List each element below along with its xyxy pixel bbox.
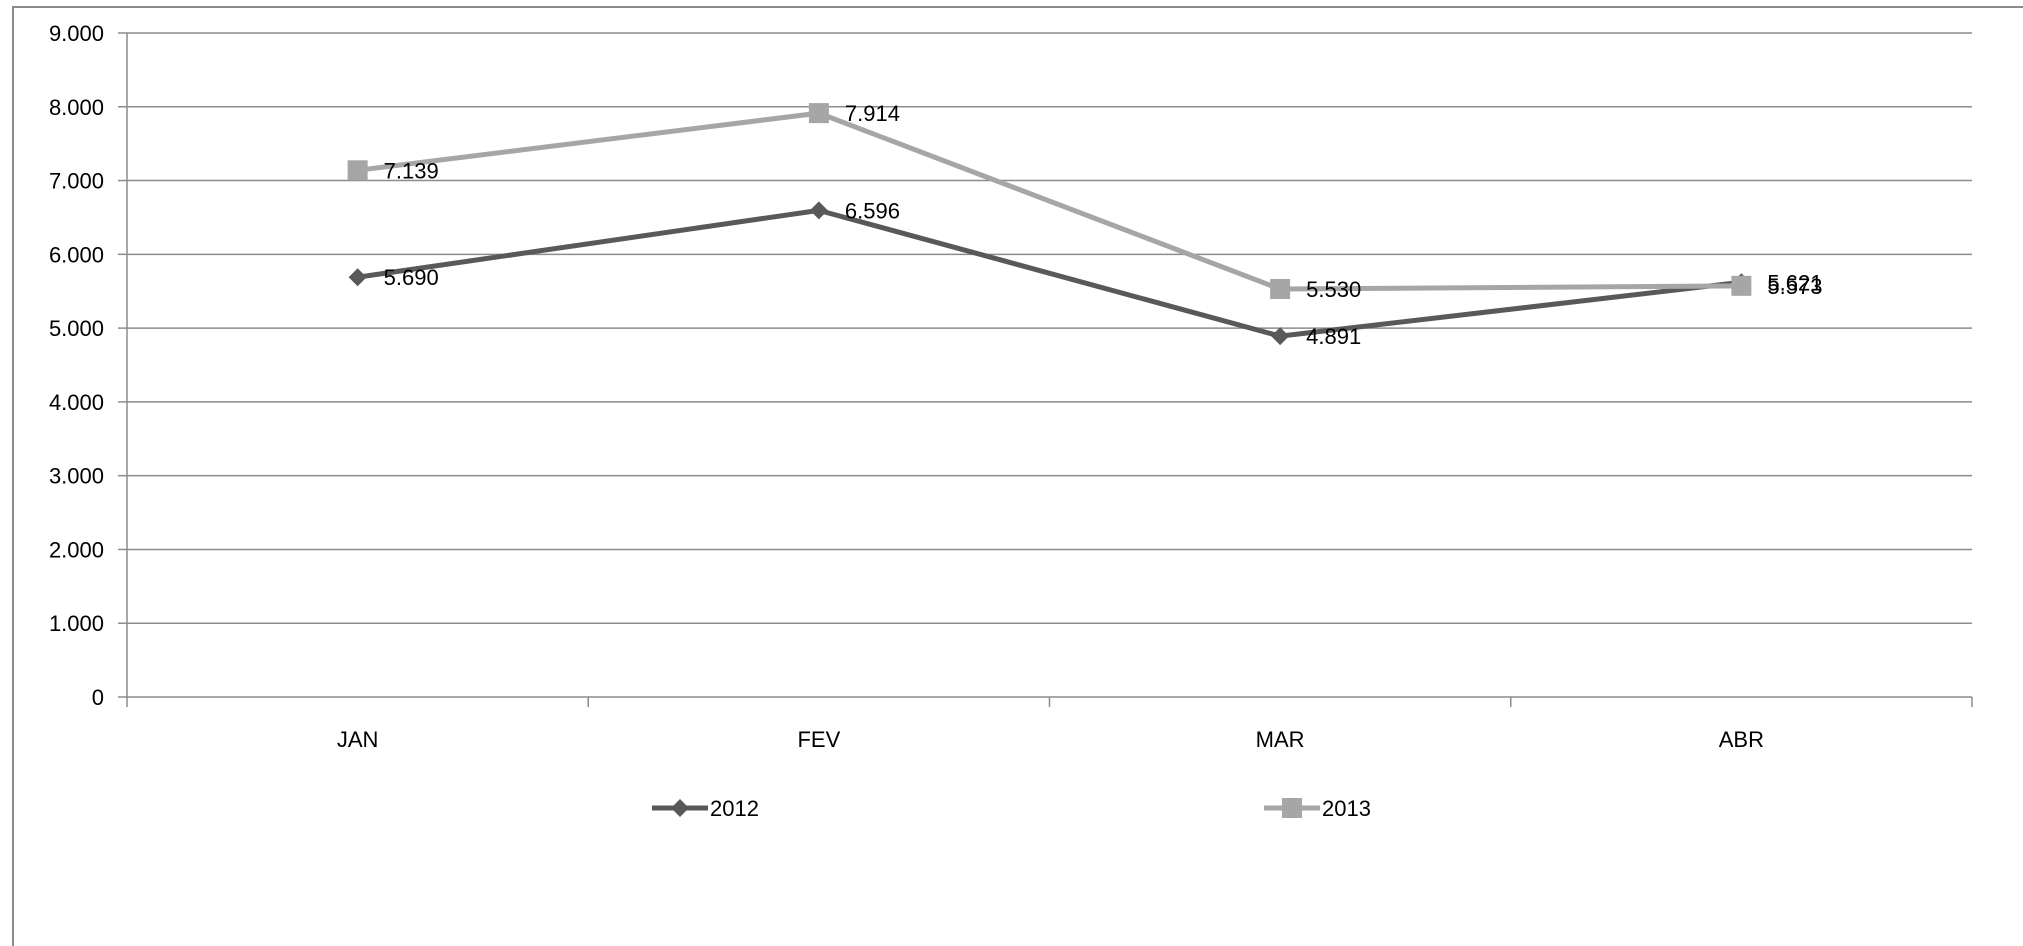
y-tick-label: 2.000 <box>49 537 104 562</box>
data-label-2013: 5.573 <box>1767 274 1822 299</box>
legend: 2012 2013 <box>652 796 1371 821</box>
x-axis-tick-labels: JAN FEV MAR ABR <box>337 727 1764 752</box>
data-label-2013: 5.530 <box>1306 277 1361 302</box>
legend-label-2012: 2012 <box>710 796 759 821</box>
y-tick-label: 1.000 <box>49 611 104 636</box>
legend-marker-2013 <box>1282 798 1302 818</box>
y-axis-tick-labels: 0 1.000 2.000 3.000 4.000 5.000 6.000 7.000 8.00… <box>49 21 104 710</box>
data-point-2013 <box>1270 279 1290 299</box>
y-tick-label: 6.000 <box>49 242 104 267</box>
data-point-2012 <box>810 201 828 219</box>
data-label-2012: 6.596 <box>845 198 900 223</box>
data-label-2013: 7.139 <box>384 158 439 183</box>
x-tick-label: ABR <box>1719 727 1764 752</box>
x-tick-label: JAN <box>337 727 379 752</box>
data-point-2012 <box>349 268 367 286</box>
series-lines <box>348 103 1752 345</box>
series-line-2013 <box>358 113 1742 289</box>
x-tick-label: FEV <box>797 727 840 752</box>
data-point-2012 <box>1271 327 1289 345</box>
gridlines <box>127 33 1972 623</box>
y-tick-label: 7.000 <box>49 169 104 194</box>
axes <box>118 33 1972 707</box>
legend-label-2013: 2013 <box>1322 796 1371 821</box>
y-tick-label: 5.000 <box>49 316 104 341</box>
x-tick-label: MAR <box>1256 727 1305 752</box>
y-tick-label: 3.000 <box>49 464 104 489</box>
data-point-2013 <box>809 103 829 123</box>
y-tick-label: 8.000 <box>49 95 104 120</box>
y-tick-label: 4.000 <box>49 390 104 415</box>
data-label-2013: 7.914 <box>845 101 900 126</box>
data-point-2013 <box>348 160 368 180</box>
series-line-2012 <box>358 210 1742 336</box>
data-label-2012: 4.891 <box>1306 324 1361 349</box>
data-label-2012: 5.690 <box>384 265 439 290</box>
legend-marker-2012 <box>671 799 689 817</box>
y-tick-label: 9.000 <box>49 21 104 46</box>
y-tick-label: 0 <box>92 685 104 710</box>
data-point-2013 <box>1731 276 1751 296</box>
